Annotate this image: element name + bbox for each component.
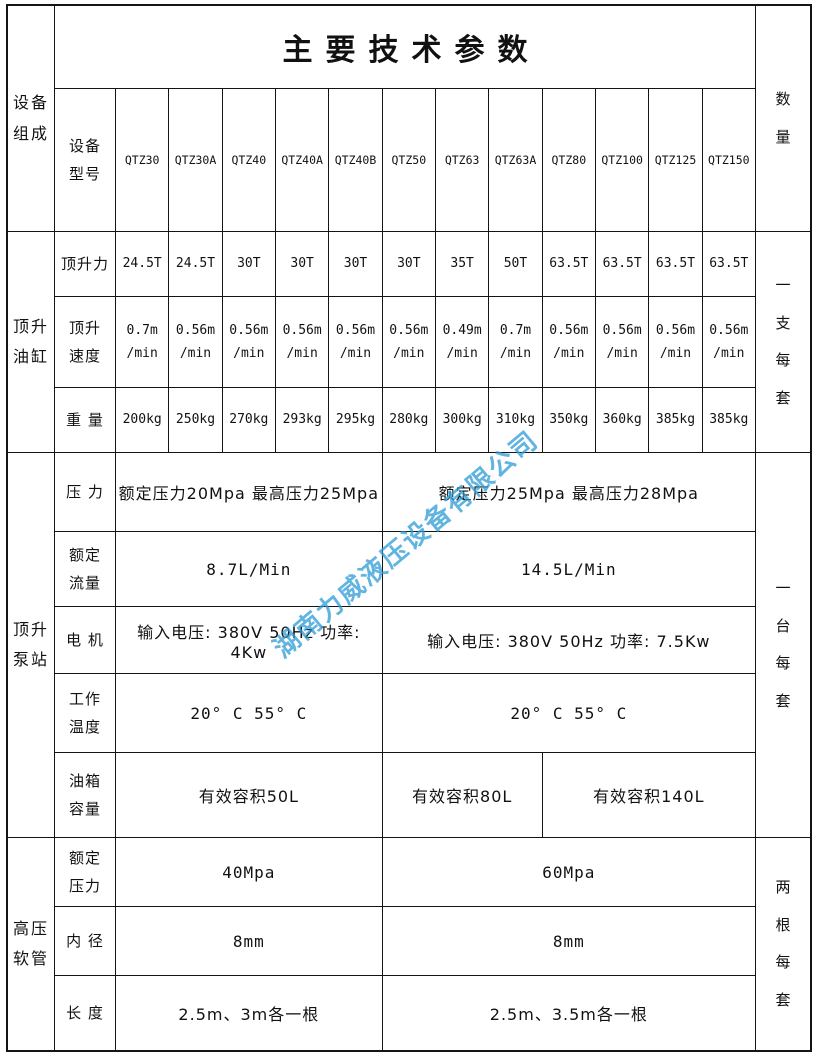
main-spec-table: 设备 组成 顶升 油缸 顶升 泵站 高压 软管 数 量 一 支 每 套 一 台 … — [6, 4, 812, 1052]
weight-value-cell: 300kg — [435, 388, 489, 452]
weight-value-cell: 295kg — [329, 388, 382, 452]
force-value-cell: 63.5T — [595, 232, 649, 296]
weight-value-cell: 350kg — [542, 388, 595, 452]
speed-value-cell: 0.56m /min — [275, 297, 329, 387]
force-value-cell: 30T — [275, 232, 329, 296]
model-cell: QTZ63 — [435, 89, 489, 231]
speed-value-cell: 0.49m /min — [435, 297, 489, 387]
row-label-weight: 重 量 — [55, 388, 115, 452]
pump-temperature-left: 20° C 55° C — [116, 674, 382, 752]
force-value-cell: 30T — [382, 232, 435, 296]
hose-length-right: 2.5m、3.5m各一根 — [382, 976, 755, 1050]
row-label-tank-capacity: 油箱 容量 — [55, 753, 115, 837]
weight-value-cell: 270kg — [222, 388, 275, 452]
speed-value-cell: 0.56m /min — [542, 297, 595, 387]
speed-value-cell: 0.56m /min — [649, 297, 702, 387]
section-label-equipment-composition: 设备 组成 — [8, 6, 54, 231]
speed-value-cell: 0.7m /min — [489, 297, 542, 387]
model-cell: QTZ40B — [329, 89, 382, 231]
force-value-cell: 50T — [489, 232, 542, 296]
force-value-cell: 30T — [329, 232, 382, 296]
model-cell: QTZ50 — [382, 89, 435, 231]
weight-row: 200kg 250kg 270kg 293kg 295kg 280kg 300kg 310kg… — [116, 388, 755, 452]
row-label-working-temperature: 工作 温度 — [55, 674, 115, 752]
weight-value-cell: 200kg — [116, 388, 169, 452]
speed-value-cell: 0.56m /min — [382, 297, 435, 387]
row-label-length: 长 度 — [55, 976, 115, 1050]
model-cell: QTZ100 — [595, 89, 649, 231]
row-label-motor: 电 机 — [55, 607, 115, 673]
force-value-cell: 35T — [435, 232, 489, 296]
jacking-speed-row: 0.7m /min 0.56m /min 0.56m /min 0.56m /min 0… — [116, 297, 755, 387]
weight-value-cell: 280kg — [382, 388, 435, 452]
hose-length-left: 2.5m、3m各一根 — [116, 976, 382, 1050]
force-value-cell: 63.5T — [702, 232, 755, 296]
weight-value-cell: 385kg — [649, 388, 702, 452]
force-value-cell: 24.5T — [116, 232, 169, 296]
row-label-hose-rated-pressure: 额定 压力 — [55, 838, 115, 906]
pump-motor-right: 输入电压: 380V 50Hz 功率: 7.5Kw — [382, 607, 755, 673]
page-title: 主要技术参数 — [55, 6, 755, 88]
section-label-jacking-pump-station: 顶升 泵站 — [8, 453, 54, 837]
force-value-cell: 24.5T — [169, 232, 222, 296]
speed-value-cell: 0.56m /min — [702, 297, 755, 387]
hose-diameter-left: 8mm — [116, 907, 382, 975]
model-cell: QTZ30A — [169, 89, 222, 231]
pump-flow-right: 14.5L/Min — [382, 532, 755, 606]
model-cell: QTZ150 — [702, 89, 755, 231]
row-label-pressure: 压 力 — [55, 453, 115, 531]
speed-value-cell: 0.56m /min — [329, 297, 382, 387]
weight-value-cell: 310kg — [489, 388, 542, 452]
speed-value-cell: 0.7m /min — [116, 297, 169, 387]
model-cell: QTZ63A — [489, 89, 542, 231]
section-label-high-pressure-hose: 高压 软管 — [8, 838, 54, 1050]
jacking-force-row: 24.5T 24.5T 30T 30T 30T 30T 35T 50T 63.5T 63.5T 63… — [116, 232, 755, 296]
speed-value-cell: 0.56m /min — [222, 297, 275, 387]
hose-diameter-right: 8mm — [382, 907, 755, 975]
quantity-cylinder: 一 支 每 套 — [755, 232, 810, 452]
quantity-pump: 一 台 每 套 — [755, 453, 810, 837]
speed-value-cell: 0.56m /min — [595, 297, 649, 387]
pump-pressure-right: 额定压力25Mpa 最高压力28Mpa — [382, 453, 755, 531]
pump-temperature-right: 20° C 55° C — [382, 674, 755, 752]
row-label-jacking-force: 顶升力 — [55, 232, 115, 296]
pump-flow-left: 8.7L/Min — [116, 532, 382, 606]
row-label-jacking-speed: 顶升 速度 — [55, 297, 115, 387]
row-label-model: 设备 型号 — [55, 89, 115, 231]
model-header-row: QTZ30 QTZ30A QTZ40 QTZ40A QTZ40B QTZ50 QTZ63 QT… — [116, 89, 755, 231]
quantity-hose: 两 根 每 套 — [755, 838, 810, 1050]
pump-tank-right: 有效容积140L — [542, 753, 755, 837]
row-label-inner-diameter: 内 径 — [55, 907, 115, 975]
model-cell: QTZ80 — [542, 89, 595, 231]
force-value-cell: 63.5T — [649, 232, 702, 296]
weight-value-cell: 250kg — [169, 388, 222, 452]
pump-pressure-left: 额定压力20Mpa 最高压力25Mpa — [116, 453, 382, 531]
model-cell: QTZ125 — [649, 89, 702, 231]
section-label-jacking-cylinder: 顶升 油缸 — [8, 232, 54, 452]
speed-value-cell: 0.56m /min — [169, 297, 222, 387]
model-cell: QTZ40A — [275, 89, 329, 231]
hose-pressure-left: 40Mpa — [116, 838, 382, 906]
model-cell: QTZ40 — [222, 89, 275, 231]
force-value-cell: 63.5T — [542, 232, 595, 296]
weight-value-cell: 293kg — [275, 388, 329, 452]
pump-motor-left: 输入电压: 380V 50Hz 功率: 4Kw — [116, 607, 382, 673]
row-label-rated-flow: 额定 流量 — [55, 532, 115, 606]
weight-value-cell: 385kg — [702, 388, 755, 452]
weight-value-cell: 360kg — [595, 388, 649, 452]
quantity-column-header: 数 量 — [755, 6, 810, 231]
pump-tank-mid: 有效容积80L — [382, 753, 542, 837]
force-value-cell: 30T — [222, 232, 275, 296]
hose-pressure-right: 60Mpa — [382, 838, 755, 906]
model-cell: QTZ30 — [116, 89, 169, 231]
pump-tank-left: 有效容积50L — [116, 753, 382, 837]
